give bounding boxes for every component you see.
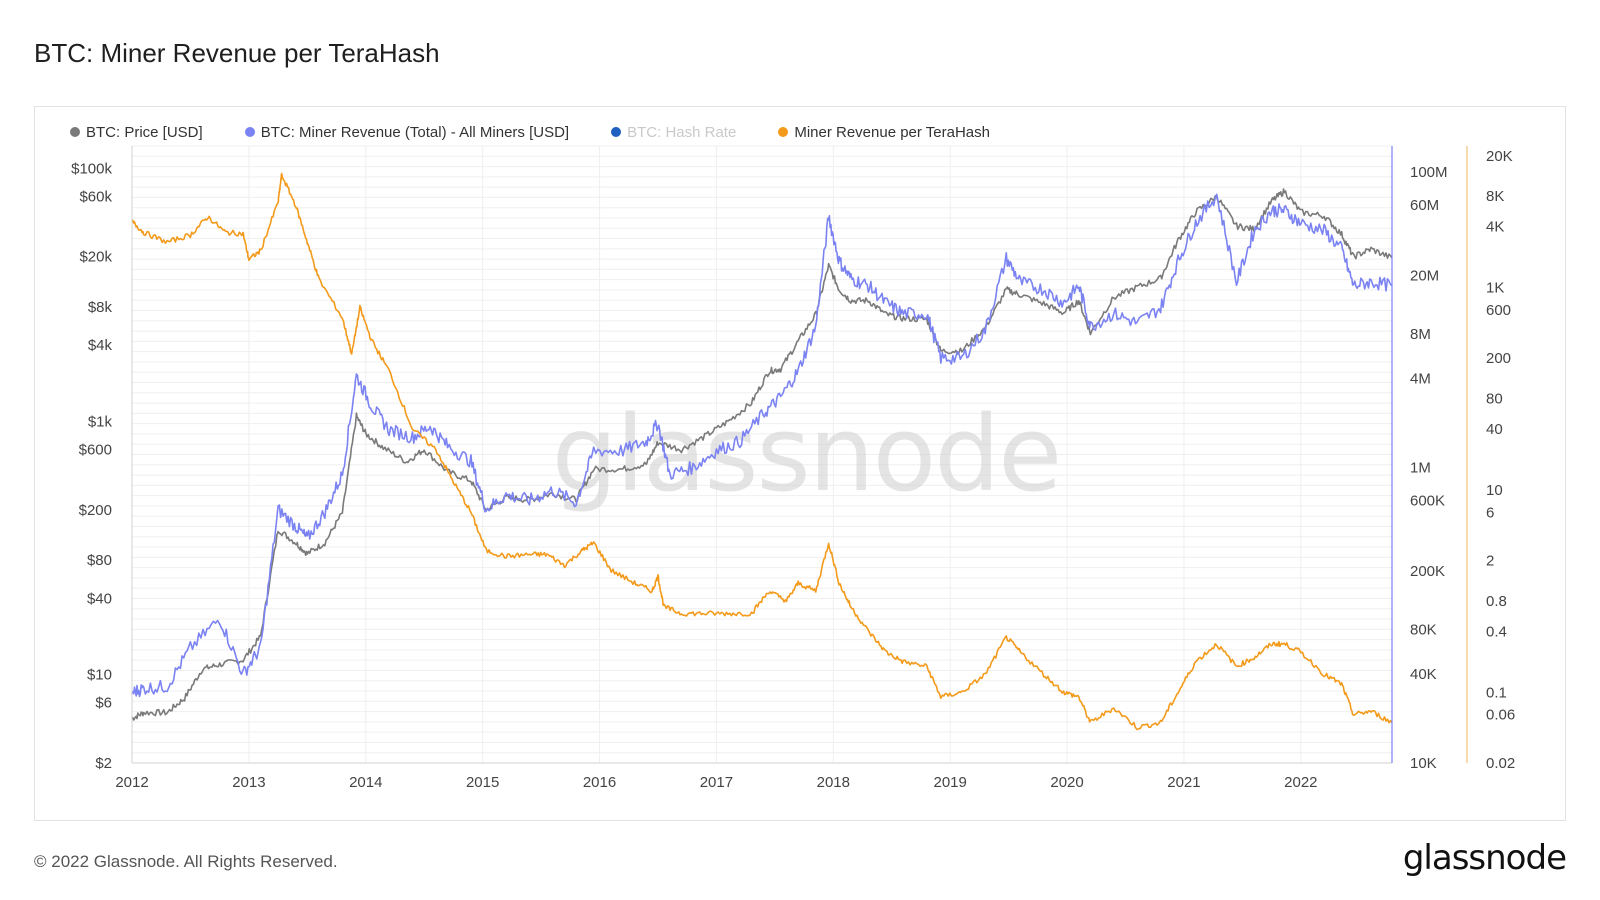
footer-logo: glassnode xyxy=(1402,838,1567,878)
x-tick-label: 2017 xyxy=(700,774,733,791)
legend-label-revenue-per-terahash: Miner Revenue per TeraHash xyxy=(794,123,990,141)
series-line-miner-revenue xyxy=(131,193,1393,698)
rev-per-th-tick-label: 0.8 xyxy=(1486,593,1507,610)
legend-dot-price xyxy=(70,127,80,137)
x-tick-label: 2020 xyxy=(1050,774,1083,791)
price-tick-label: $4k xyxy=(88,337,113,354)
rev-per-th-tick-label: 10 xyxy=(1486,482,1503,499)
axis-layer: 2012 2013 2014 2015 2016 2017 2018 2019 2020 2021… xyxy=(71,146,1515,791)
legend-item-hash-rate[interactable]: BTC: Hash Rate xyxy=(611,124,736,141)
revenue-tick-label: 40K xyxy=(1410,666,1437,683)
grid-layer xyxy=(131,145,1392,764)
series-line-price xyxy=(131,188,1393,721)
price-tick-label: $1k xyxy=(88,413,113,430)
rev-per-th-tick-label: 8K xyxy=(1486,188,1504,205)
legend-item-price[interactable]: BTC: Price [USD] xyxy=(70,124,203,141)
revenue-tick-label: 1M xyxy=(1410,460,1431,477)
rev-per-th-tick-label: 600 xyxy=(1486,302,1511,319)
legend-item-miner-revenue[interactable]: BTC: Miner Revenue (Total) - All Miners … xyxy=(244,123,570,141)
price-tick-label: $2 xyxy=(95,755,112,772)
legend-dot-hash-rate xyxy=(611,127,622,137)
x-tick-label: 2015 xyxy=(466,774,499,791)
revenue-tick-label: 20M xyxy=(1410,267,1439,284)
rev-per-th-tick-label: 0.1 xyxy=(1486,684,1507,701)
rev-per-th-tick-label: 2 xyxy=(1486,553,1494,570)
rev-per-th-tick-label: 20K xyxy=(1486,148,1513,165)
price-tick-label: $8k xyxy=(88,299,113,316)
x-tick-label: 2014 xyxy=(349,774,382,791)
x-tick-label: 2016 xyxy=(583,774,616,791)
rev-per-th-tick-label: 6 xyxy=(1486,504,1494,521)
price-tick-label: $200 xyxy=(79,502,112,519)
revenue-tick-label: 80K xyxy=(1410,622,1437,639)
rev-per-th-tick-label: 1K xyxy=(1486,279,1504,296)
rev-per-th-tick-label: 0.4 xyxy=(1486,623,1507,640)
revenue-tick-label: 10K xyxy=(1410,755,1437,772)
x-tick-label: 2022 xyxy=(1284,774,1317,791)
rev-per-th-tick-label: 0.02 xyxy=(1486,755,1515,772)
price-tick-label: $40 xyxy=(87,590,112,607)
legend-label-hash-rate: BTC: Hash Rate xyxy=(627,123,737,141)
page-title: BTC: Miner Revenue per TeraHash xyxy=(34,38,440,68)
x-tick-label: 2019 xyxy=(933,774,966,791)
legend-label-price: BTC: Price [USD] xyxy=(86,123,203,141)
x-tick-label: 2021 xyxy=(1167,774,1200,791)
legend-item-revenue-per-terahash[interactable]: Miner Revenue per TeraHash xyxy=(778,124,990,141)
revenue-tick-label: 200K xyxy=(1410,563,1445,580)
rev-per-th-tick-label: 80 xyxy=(1486,390,1503,407)
price-tick-label: $60k xyxy=(79,188,112,205)
footer-copyright: © 2022 Glassnode. All Rights Reserved. xyxy=(34,852,338,871)
series-line-revenue-per-terahash xyxy=(131,172,1393,731)
revenue-tick-label: 4M xyxy=(1410,371,1431,388)
rev-per-th-tick-label: 40 xyxy=(1486,421,1503,438)
rev-per-th-tick-label: 200 xyxy=(1486,350,1511,367)
revenue-tick-label: 8M xyxy=(1410,326,1431,343)
price-tick-label: $20k xyxy=(79,249,112,266)
x-tick-label: 2012 xyxy=(115,774,148,791)
watermark: glassnode xyxy=(552,393,1061,515)
price-tick-label: $6 xyxy=(95,695,112,712)
legend-dot-revenue-per-terahash xyxy=(778,127,789,137)
revenue-tick-label: 60M xyxy=(1410,197,1439,214)
revenue-tick-label: 600K xyxy=(1410,492,1445,509)
revenue-tick-label: 100M xyxy=(1410,164,1448,181)
price-tick-label: $100k xyxy=(71,160,112,177)
x-tick-label: 2018 xyxy=(817,774,850,791)
chart-legend: BTC: Price [USD] BTC: Miner Revenue (Tot… xyxy=(70,122,1032,142)
price-tick-label: $80 xyxy=(87,552,112,569)
series-layer xyxy=(131,172,1393,731)
price-tick-label: $600 xyxy=(79,441,112,458)
x-tick-label: 2013 xyxy=(232,774,265,791)
price-tick-label: $10 xyxy=(87,667,112,684)
rev-per-th-tick-label: 4K xyxy=(1486,219,1504,236)
legend-dot-miner-revenue xyxy=(244,127,255,137)
rev-per-th-tick-label: 0.06 xyxy=(1486,707,1515,724)
legend-label-miner-revenue: BTC: Miner Revenue (Total) - All Miners … xyxy=(260,123,570,141)
